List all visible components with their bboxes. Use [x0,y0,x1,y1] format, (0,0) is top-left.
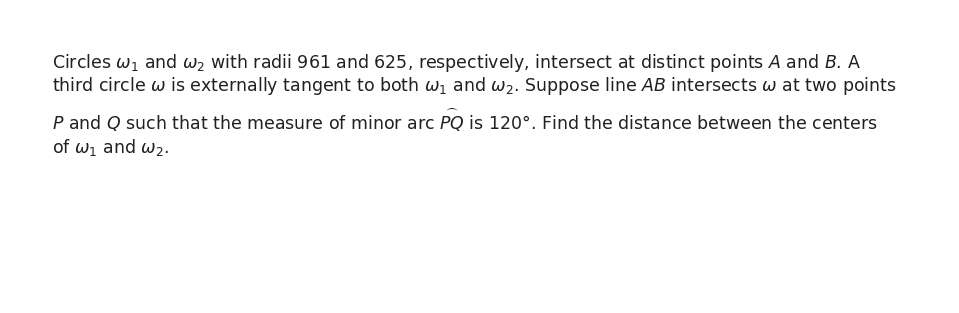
Text: Circles $\omega_1$ and $\omega_2$ with radii 961 and 625, respectively, intersec: Circles $\omega_1$ and $\omega_2$ with r… [52,52,861,74]
Text: of $\omega_1$ and $\omega_2$.: of $\omega_1$ and $\omega_2$. [52,137,169,158]
Text: third circle $\omega$ is externally tangent to both $\omega_1$ and $\omega_2$. S: third circle $\omega$ is externally tang… [52,75,897,97]
Text: $P$ and $Q$ such that the measure of minor arc $\overset{\frown}{PQ}$ is 120°. F: $P$ and $Q$ such that the measure of min… [52,107,877,134]
